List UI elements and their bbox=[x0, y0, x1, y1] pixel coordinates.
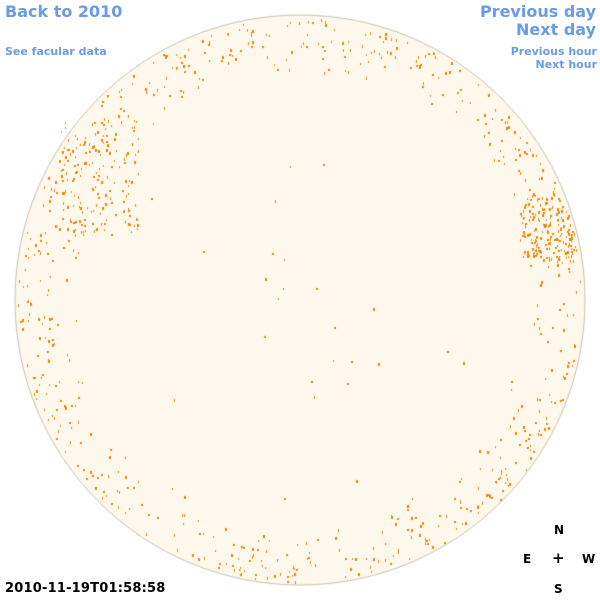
next-day-link[interactable]: Next day bbox=[516, 20, 596, 39]
observation-timestamp: 2010-11-19T01:58:58 bbox=[5, 581, 166, 596]
previous-hour-link[interactable]: Previous hour bbox=[510, 45, 597, 58]
previous-day-link[interactable]: Previous day bbox=[479, 2, 596, 21]
compass-center-icon: + bbox=[552, 549, 565, 567]
compass-north-label: N bbox=[554, 523, 565, 537]
next-hour-link[interactable]: Next hour bbox=[535, 58, 598, 71]
back-to-year-link[interactable]: Back to 2010 bbox=[5, 2, 123, 21]
see-facular-data-link[interactable]: See facular data bbox=[5, 45, 107, 58]
compass-south-label: S bbox=[554, 582, 563, 596]
compass-west-label: W bbox=[582, 552, 596, 566]
compass-east-label: E bbox=[523, 552, 532, 566]
